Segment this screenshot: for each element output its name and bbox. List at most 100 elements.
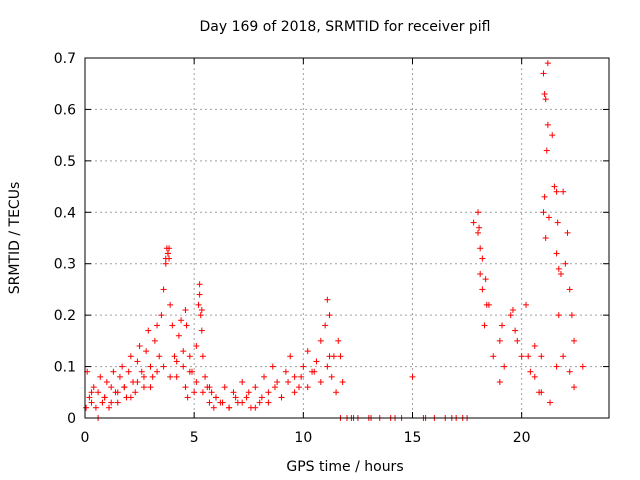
data-point [560, 353, 567, 360]
y-axis-label: SRMTID / TECUs [7, 182, 23, 295]
y-tick-label: 0.3 [54, 257, 76, 273]
data-point [322, 322, 329, 329]
data-point [256, 399, 263, 406]
data-point [579, 363, 586, 370]
data-point [475, 229, 481, 236]
data-point [210, 404, 217, 411]
data-point [317, 337, 324, 344]
data-point [542, 96, 549, 103]
data-point [169, 322, 176, 329]
x-axis-label: GPS time / hours [286, 459, 403, 475]
data-point [95, 389, 102, 396]
data-point [544, 60, 551, 67]
data-point [304, 348, 311, 355]
data-point [127, 394, 134, 401]
data-point [328, 373, 335, 380]
data-point [258, 394, 265, 401]
data-point [166, 245, 173, 252]
data-point [108, 399, 115, 406]
data-point [226, 404, 233, 411]
data-point [274, 379, 281, 385]
data-point [101, 394, 108, 401]
data-point [154, 322, 161, 329]
data-point [154, 368, 161, 375]
data-point [88, 389, 95, 396]
data-point [295, 384, 302, 391]
data-point [97, 373, 104, 380]
data-point [213, 394, 219, 401]
data-point [162, 260, 169, 267]
data-point [171, 353, 178, 360]
data-point [151, 337, 158, 344]
data-point [304, 384, 311, 391]
data-point [496, 379, 503, 385]
data-point [553, 363, 560, 370]
data-point [499, 322, 506, 329]
data-point [183, 322, 190, 329]
data-point [479, 286, 486, 293]
data-point [564, 229, 571, 236]
data-point [566, 286, 573, 293]
data-point [108, 384, 115, 391]
data-point [197, 312, 204, 319]
data-point [136, 343, 143, 349]
data-points [83, 60, 586, 421]
x-tick-label: 20 [513, 430, 531, 446]
data-point [509, 307, 516, 313]
data-point [531, 343, 538, 349]
data-point [514, 337, 521, 344]
x-tick-labels: 0 5 10 15 20 [81, 430, 531, 446]
data-point [134, 379, 141, 385]
data-point [119, 363, 126, 370]
y-tick-label: 0.6 [54, 102, 76, 118]
data-point [481, 322, 488, 329]
x-tick-label: 0 [81, 430, 90, 446]
data-point [543, 147, 550, 154]
data-point [476, 224, 483, 231]
data-point [134, 358, 141, 365]
data-point [127, 353, 134, 360]
data-point [106, 404, 113, 411]
data-point [125, 368, 132, 375]
grid-lines [85, 58, 609, 418]
data-point [333, 389, 340, 396]
data-point [525, 353, 532, 360]
data-point [145, 327, 152, 334]
data-point [287, 353, 294, 360]
data-point [523, 301, 530, 308]
data-point [182, 384, 189, 391]
data-point [88, 399, 95, 406]
data-point [193, 343, 200, 349]
data-point [196, 281, 203, 288]
data-point [147, 363, 154, 370]
data-point [282, 368, 289, 375]
data-point [121, 384, 128, 391]
data-point [477, 245, 484, 252]
chart-title: Day 169 of 2018, SRMTID for receiver pif… [199, 19, 490, 35]
data-point [571, 337, 578, 344]
data-point [541, 91, 548, 97]
data-point [90, 384, 97, 391]
data-point [409, 373, 416, 380]
data-point [252, 404, 259, 411]
data-point [140, 384, 147, 391]
data-point [540, 70, 547, 77]
data-point [208, 389, 215, 396]
data-point [206, 399, 213, 406]
y-tick-label: 0.1 [54, 360, 76, 376]
data-point [547, 399, 554, 406]
data-point [545, 214, 552, 221]
data-point [198, 307, 205, 313]
data-point [167, 301, 174, 308]
data-point [512, 327, 519, 334]
data-point [252, 384, 259, 391]
data-point [99, 399, 106, 406]
data-point [544, 121, 551, 128]
x-tick-label: 10 [294, 430, 312, 446]
data-point [191, 389, 198, 396]
data-point [239, 399, 246, 406]
data-point [553, 250, 560, 257]
data-point [83, 404, 90, 411]
data-point [555, 312, 562, 319]
